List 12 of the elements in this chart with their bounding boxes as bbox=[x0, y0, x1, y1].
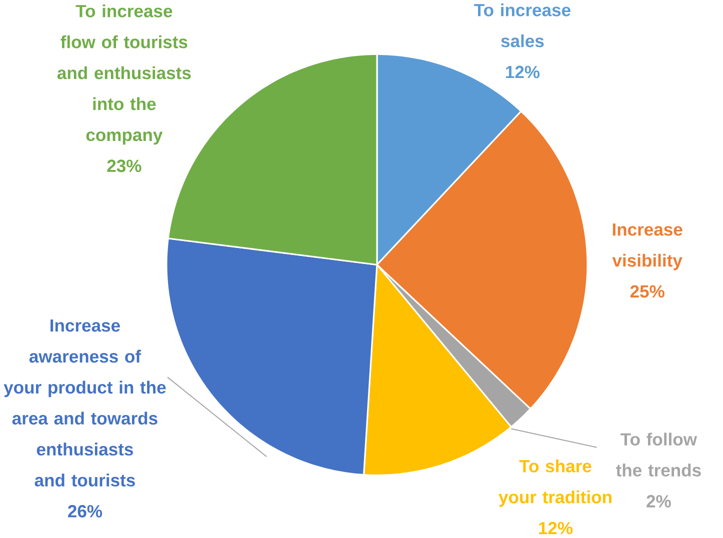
data-label: 26% bbox=[68, 505, 102, 518]
data-label: 25% bbox=[630, 285, 664, 298]
slice-label: To share your tradition bbox=[498, 460, 612, 507]
data-label: 12% bbox=[539, 522, 573, 534]
data-label: 2% bbox=[646, 495, 671, 508]
data-label: 12% bbox=[506, 66, 540, 78]
slice-label: To follow the trends bbox=[616, 432, 701, 477]
slice-label: To increase sales bbox=[474, 4, 570, 48]
category-label: To increase flow of tourists and enthusiasts into the company bbox=[57, 4, 191, 145]
data-label: 23% bbox=[107, 160, 142, 172]
slice-label: Increase awareness of your product in the area and towards enthusiasts and tourists bbox=[4, 320, 166, 487]
slice-label: Increase visibility bbox=[612, 224, 682, 270]
